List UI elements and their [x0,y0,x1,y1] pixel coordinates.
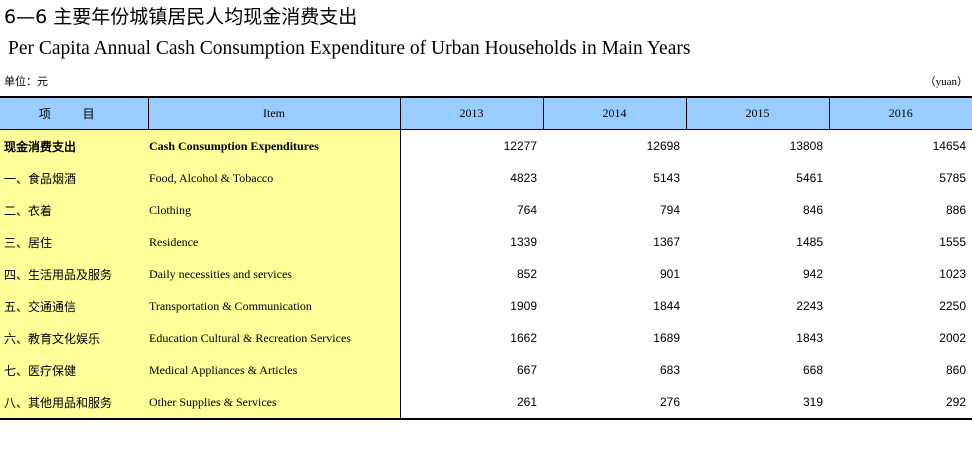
value-cell: 860 [945,363,966,377]
value-cell: 1662 [510,331,537,345]
unit-label-chinese: 单位：元 [4,75,48,88]
row-label-english: Clothing [148,194,401,226]
value-cell: 292 [829,386,972,420]
value-cell: 12277 [503,139,537,153]
value-cell: 942 [802,267,823,281]
row-label-english: Education Cultural & Recreation Services [148,322,401,354]
value-cell: 319 [686,386,829,420]
row-label-english: Medical Appliances & Articles [148,354,401,386]
value-cell: 794 [659,203,680,217]
value-cell: 4823 [510,171,537,185]
row-label-english: Residence [148,226,401,258]
value-cell: 1555 [939,235,966,249]
value-cell: 1367 [653,235,680,249]
row-label-english: Other Supplies & Services [148,386,401,420]
header-year-2014: 2014 [542,96,686,130]
value-cell: 2243 [796,299,823,313]
value-cell: 5461 [796,171,823,185]
value-cell: 667 [516,363,537,377]
row-label-chinese: 现金消费支出 [0,129,148,162]
expenditure-table: 项 目 Item 2013 2014 2015 2016 现金消费支出 Cash… [0,96,972,420]
table-row: 四、生活用品及服务 Daily necessities and services… [0,258,972,290]
value-cell: 1843 [796,331,823,345]
value-cell: 1689 [653,331,680,345]
value-cell: 14654 [932,139,966,153]
table-row: 现金消费支出 Cash Consumption Expenditures 122… [0,129,972,162]
row-label-english: Transportation & Communication [148,290,401,322]
unit-label-english: （yuan） [924,76,968,88]
table-row: 六、教育文化娱乐 Education Cultural & Recreation… [0,322,972,354]
header-year-2015: 2015 [685,96,829,130]
row-label-chinese: 四、生活用品及服务 [0,258,148,290]
value-cell: 5143 [653,171,680,185]
table-row: 八、其他用品和服务 Other Supplies & Services 261 … [0,386,972,420]
row-label-chinese: 二、衣着 [0,194,148,226]
page-title-chinese: 6—6 主要年份城镇居民人均现金消费支出 [4,6,358,28]
value-cell: 1339 [510,235,537,249]
value-cell: 668 [802,363,823,377]
header-item-english: Item [147,96,400,130]
value-cell: 852 [516,267,537,281]
value-cell: 886 [945,203,966,217]
table-row: 一、食品烟酒 Food, Alcohol & Tobacco 4823 5143… [0,162,972,194]
value-cell: 12698 [646,139,680,153]
value-cell: 1023 [939,267,966,281]
row-label-english: Cash Consumption Expenditures [148,129,401,162]
table-row: 二、衣着 Clothing 764 794 846 886 [0,194,972,226]
value-cell: 1844 [653,299,680,313]
value-cell: 1909 [510,299,537,313]
value-cell: 683 [659,363,680,377]
table-header-row: 项 目 Item 2013 2014 2015 2016 [0,96,972,130]
row-label-chinese: 五、交通通信 [0,290,148,322]
value-cell: 276 [543,386,686,420]
header-year-2016: 2016 [828,96,972,130]
value-cell: 2002 [939,331,966,345]
table-row: 五、交通通信 Transportation & Communication 19… [0,290,972,322]
value-cell: 764 [516,203,537,217]
value-cell: 901 [659,267,680,281]
row-label-english: Food, Alcohol & Tobacco [148,162,401,194]
value-cell: 846 [802,203,823,217]
value-cell: 1485 [796,235,823,249]
header-year-2013: 2013 [399,96,543,130]
row-label-chinese: 七、医疗保健 [0,354,148,386]
row-label-chinese: 八、其他用品和服务 [0,386,148,420]
value-cell: 5785 [939,171,966,185]
value-cell: 13808 [789,139,823,153]
value-cell: 261 [400,386,543,420]
value-cell: 2250 [939,299,966,313]
table-row: 三、居住 Residence 1339 1367 1485 1555 [0,226,972,258]
page-title-english: Per Capita Annual Cash Consumption Expen… [8,38,691,59]
row-label-chinese: 三、居住 [0,226,148,258]
row-label-chinese: 六、教育文化娱乐 [0,322,148,354]
row-label-english: Daily necessities and services [148,258,401,290]
table-row: 七、医疗保健 Medical Appliances & Articles 667… [0,354,972,386]
header-item-chinese: 项 目 [0,96,148,130]
row-label-chinese: 一、食品烟酒 [0,162,148,194]
